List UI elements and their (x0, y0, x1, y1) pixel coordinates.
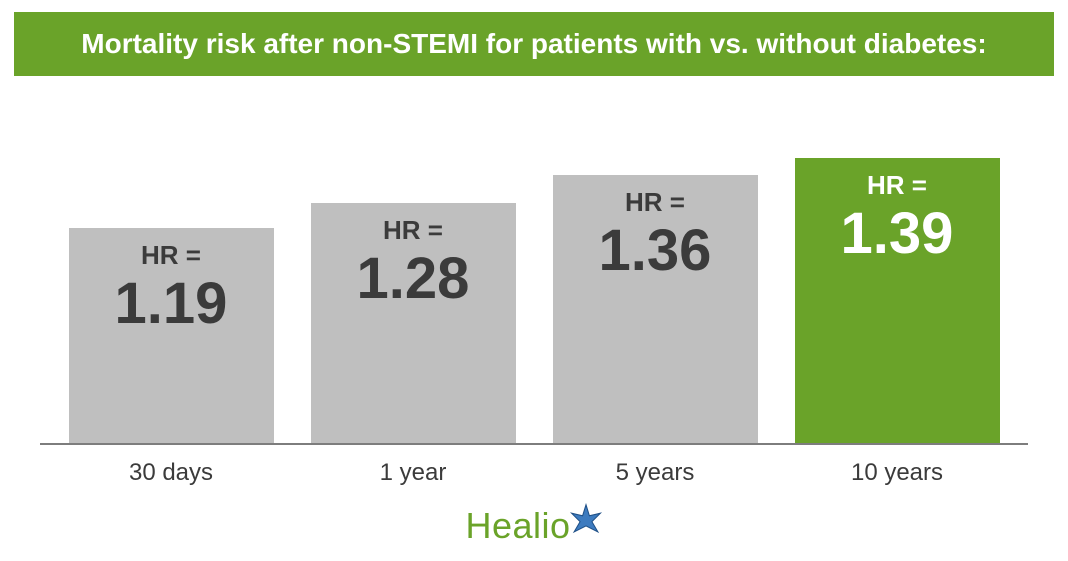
logo-text: Healio (465, 505, 570, 547)
hr-label: HR = (141, 240, 201, 271)
star-icon (569, 503, 603, 537)
x-axis-labels: 30 days 1 year 5 years 10 years (40, 445, 1028, 487)
bar-chart: HR = 1.19 HR = 1.28 HR = 1.36 HR = 1.39 30 days… (0, 76, 1068, 487)
hr-label: HR = (383, 215, 443, 246)
title-bar: Mortality risk after non-STEMI for patie… (14, 12, 1054, 76)
hr-value: 1.39 (841, 205, 954, 263)
logo-wrap: Healio (0, 487, 1068, 561)
x-label: 30 days (69, 459, 274, 487)
hr-label: HR = (625, 187, 685, 218)
bar-1-year: HR = 1.28 (311, 203, 516, 443)
x-label: 10 years (795, 459, 1000, 487)
hr-value: 1.19 (115, 275, 228, 333)
x-label: 5 years (553, 459, 758, 487)
title-text: Mortality risk after non-STEMI for patie… (81, 28, 986, 60)
hr-value: 1.36 (599, 222, 712, 280)
bar-5-years: HR = 1.36 (553, 175, 758, 443)
hr-value: 1.28 (357, 250, 470, 308)
bars-area: HR = 1.19 HR = 1.28 HR = 1.36 HR = 1.39 (40, 94, 1028, 445)
x-label: 1 year (311, 459, 516, 487)
hr-label: HR = (867, 170, 927, 201)
bar-30-days: HR = 1.19 (69, 228, 274, 443)
bar-10-years: HR = 1.39 (795, 158, 1000, 443)
healio-logo: Healio (465, 505, 602, 547)
